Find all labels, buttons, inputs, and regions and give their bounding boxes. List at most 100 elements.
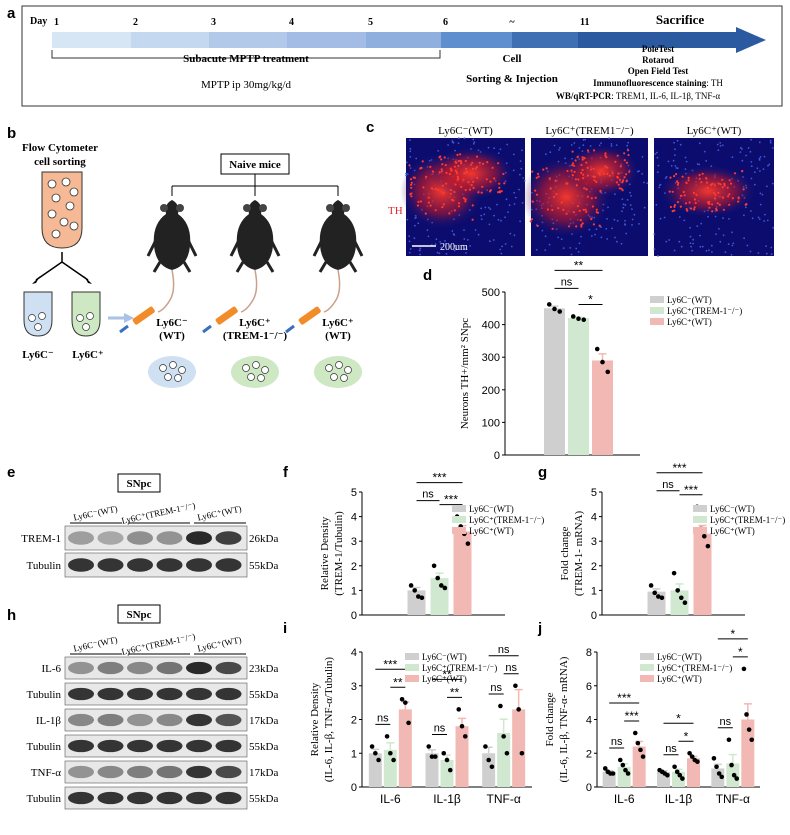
timeline-segment <box>512 32 579 48</box>
sig-label: *** <box>684 483 698 497</box>
y-tick-label: 3 <box>591 536 597 548</box>
nucleus-dot <box>519 220 521 223</box>
cell <box>164 373 172 381</box>
th-neuron <box>434 209 437 212</box>
mouse-legs <box>312 239 364 273</box>
th-neuron <box>480 191 483 194</box>
data-point <box>504 750 510 756</box>
legend-label: Ly6C⁻(WT) <box>710 504 755 514</box>
nucleus-dot <box>499 248 502 251</box>
th-neuron <box>545 167 548 170</box>
blot-row-label: Tubulin <box>27 741 62 753</box>
legend-label: Ly6C⁺(TREM-1⁻/⁻) <box>710 515 785 525</box>
day-tick: 1 <box>54 17 59 28</box>
data-point <box>456 707 462 712</box>
data-point <box>682 600 688 605</box>
nucleus-dot <box>747 147 750 149</box>
y-tick-label: 2 <box>586 748 592 760</box>
nucleus-dot <box>727 243 730 246</box>
blot-kda-label: 55kDa <box>249 689 278 701</box>
cell <box>325 364 333 372</box>
data-point <box>459 723 465 729</box>
th-neuron <box>429 204 432 207</box>
th-neuron <box>621 189 624 192</box>
nucleus-dot <box>670 165 673 167</box>
mouse-body <box>153 200 191 270</box>
nucleus-dot <box>699 234 701 237</box>
nucleus-dot <box>480 218 483 221</box>
blot-band <box>97 713 124 727</box>
data-point <box>581 317 587 323</box>
th-neuron <box>485 178 488 181</box>
blot-row-label: TREM-1 <box>21 533 61 545</box>
th-neuron <box>552 195 556 198</box>
nucleus-dot <box>477 233 480 236</box>
th-neuron <box>457 202 461 205</box>
th-neuron <box>425 175 428 178</box>
th-neuron <box>580 223 583 226</box>
th-neuron <box>706 186 709 189</box>
mouse-ear <box>342 204 350 212</box>
nucleus-dot <box>678 240 681 243</box>
blot-band <box>127 713 153 727</box>
nucleus-dot <box>512 169 515 172</box>
nucleus-dot <box>519 160 522 163</box>
bar <box>592 360 613 455</box>
blot-group-label: Ly6C⁺(TREM-1⁻/⁻) <box>121 500 197 525</box>
data-point <box>711 756 717 761</box>
legend-swatch <box>640 675 654 682</box>
nucleus-dot <box>474 229 477 231</box>
data-point <box>594 346 600 352</box>
blot-band <box>156 791 183 805</box>
sig-label: ns <box>665 743 677 755</box>
sig-label: *** <box>617 691 631 705</box>
th-neuron <box>623 159 626 162</box>
nucleus-dot <box>558 149 560 151</box>
bar <box>687 758 700 787</box>
th-neuron <box>471 218 474 221</box>
th-neuron <box>454 183 457 186</box>
y-tick-label: 0 <box>351 782 357 794</box>
nucleus-dot <box>608 137 610 140</box>
data-point <box>501 734 506 739</box>
nucleus-dot <box>606 238 609 240</box>
th-neuron <box>711 203 714 206</box>
th-neuron <box>706 201 710 204</box>
nucleus-dot <box>413 237 416 240</box>
nucleus-dot <box>680 245 683 248</box>
nucleus-dot <box>493 214 495 217</box>
legend-swatch <box>640 664 654 671</box>
y-tick-label: 4 <box>586 715 592 727</box>
nucleus-dot <box>560 238 563 241</box>
blot-row-label: Tubulin <box>27 560 62 572</box>
treatment-label: Subacute MPTP treatment <box>183 53 309 65</box>
nucleus-dot <box>732 242 735 245</box>
blot-band <box>97 558 124 572</box>
th-neuron <box>572 211 575 214</box>
dose-label: MPTP ip 30mg/kg/d <box>201 79 292 91</box>
th-neuron <box>575 184 579 187</box>
th-neuron <box>591 205 595 208</box>
cell <box>330 373 338 381</box>
nucleus-dot <box>513 234 516 237</box>
mouse-legs <box>146 239 198 273</box>
th-neuron <box>625 180 628 183</box>
x-tick-label: TNF-α <box>487 792 521 806</box>
th-neuron <box>409 178 413 181</box>
nucleus-dot <box>570 253 573 256</box>
nucleus-dot <box>484 206 487 209</box>
naive-label: Naive mice <box>229 159 281 171</box>
th-neuron <box>537 175 540 178</box>
nucleus-dot <box>570 144 573 146</box>
data-point <box>439 583 444 588</box>
nucleus-dot <box>658 186 661 189</box>
th-neuron <box>604 165 607 168</box>
th-neuron <box>585 161 588 164</box>
blot-band <box>156 765 183 779</box>
th-neuron <box>709 183 713 186</box>
nucleus-dot <box>417 222 420 225</box>
th-neuron <box>441 184 444 187</box>
th-neuron <box>452 199 455 202</box>
nucleus-dot <box>641 156 644 158</box>
th-neuron <box>438 171 441 174</box>
